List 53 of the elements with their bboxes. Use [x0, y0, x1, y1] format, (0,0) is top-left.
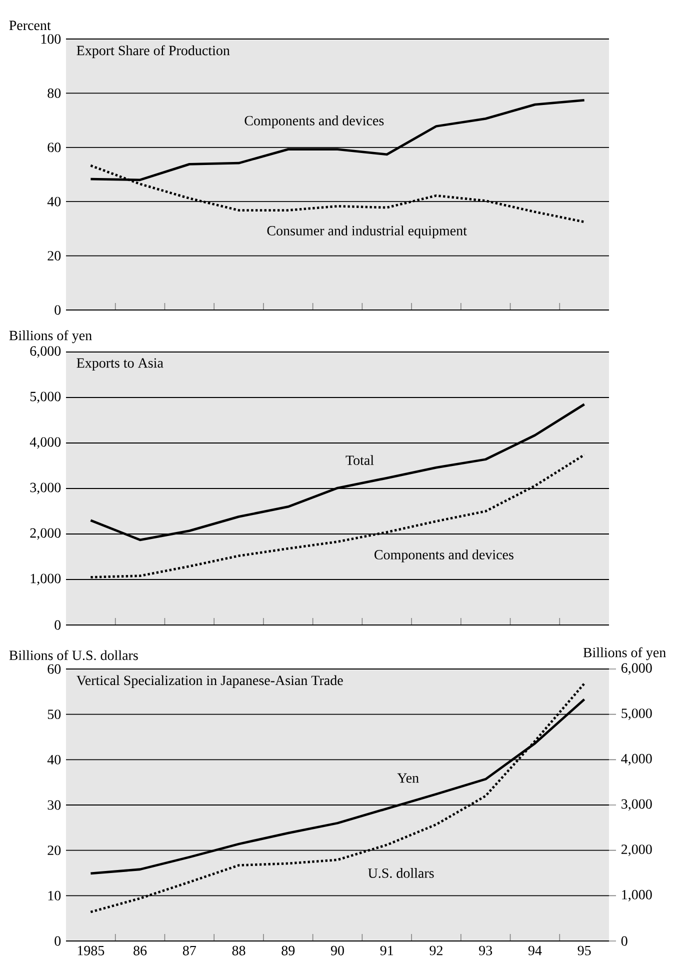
x-tick-label: 91: [380, 946, 394, 956]
y2-axis-title: Billions of yen: [583, 647, 666, 660]
y-tick-label: 80: [48, 88, 61, 98]
y-tick-label: 0: [54, 936, 61, 946]
y-axis-title: Billions of U.S. dollars: [9, 650, 138, 660]
x-tick-label: 87: [182, 946, 196, 956]
y-tick-label: 100: [41, 34, 61, 44]
series-label: Components and devices: [374, 550, 514, 562]
y2-tick-label: 1,000: [622, 890, 652, 902]
y2-tick-label: 4,000: [621, 754, 652, 766]
x-tick-label: 95: [578, 946, 591, 956]
y-tick-label: 50: [48, 710, 61, 720]
y-tick-label: 60: [48, 664, 61, 674]
y-tick-label: 5,000: [30, 392, 61, 404]
y-tick-label: 20: [48, 846, 61, 856]
chart-title: Vertical Specialization in Japanese-Asian Trade: [76, 675, 343, 688]
x-tick-label: 94: [528, 946, 542, 956]
y-tick-label: 3,000: [30, 482, 61, 494]
chart-title: Exports to Asia: [76, 358, 164, 371]
series-label: Yen: [397, 773, 419, 783]
series-label: Components and devices: [244, 116, 384, 128]
x-tick-label: 93: [479, 946, 492, 956]
y-tick-label: 30: [48, 800, 61, 810]
y-axis-title: Billions of yen: [9, 330, 92, 344]
y-tick-label: 0: [54, 305, 61, 315]
line-series: [89, 454, 586, 578]
y-tick-label: 40: [47, 754, 61, 764]
y-tick-label: 60: [48, 142, 61, 152]
y2-tick-label: 5,000: [622, 708, 652, 720]
x-tick-label: 88: [232, 946, 246, 956]
y-tick-label: 10: [48, 890, 61, 900]
y2-tick-label: 2,000: [621, 844, 652, 856]
series-label: Total: [346, 455, 374, 466]
y2-tick-label: 6,000: [621, 663, 652, 675]
y-tick-label: 40: [47, 196, 61, 206]
x-tick-label: 92: [430, 946, 442, 956]
y-axis-title: Percent: [9, 20, 51, 30]
x-tick-label: 90: [330, 946, 344, 956]
y-tick-label: 20: [48, 251, 61, 261]
y2-tick-label: 3,000: [622, 799, 652, 811]
y-tick-label: 6,000: [30, 346, 61, 358]
x-tick-label: 1985: [78, 946, 104, 956]
line-series: [89, 403, 586, 542]
y-tick-label: 0: [54, 620, 61, 630]
series-label: Consumer and industrial equipment: [267, 226, 467, 238]
x-tick-label: 86: [134, 946, 147, 956]
y-tick-label: 1,000: [30, 574, 61, 586]
series-label: U.S. dollars: [368, 868, 434, 878]
y2-tick-label: 0: [621, 936, 628, 946]
x-tick-label: 89: [282, 946, 295, 956]
y-tick-label: 2,000: [30, 528, 61, 540]
y-tick-label: 4,000: [30, 437, 61, 449]
chart-title: Export Share of Production: [76, 45, 230, 58]
